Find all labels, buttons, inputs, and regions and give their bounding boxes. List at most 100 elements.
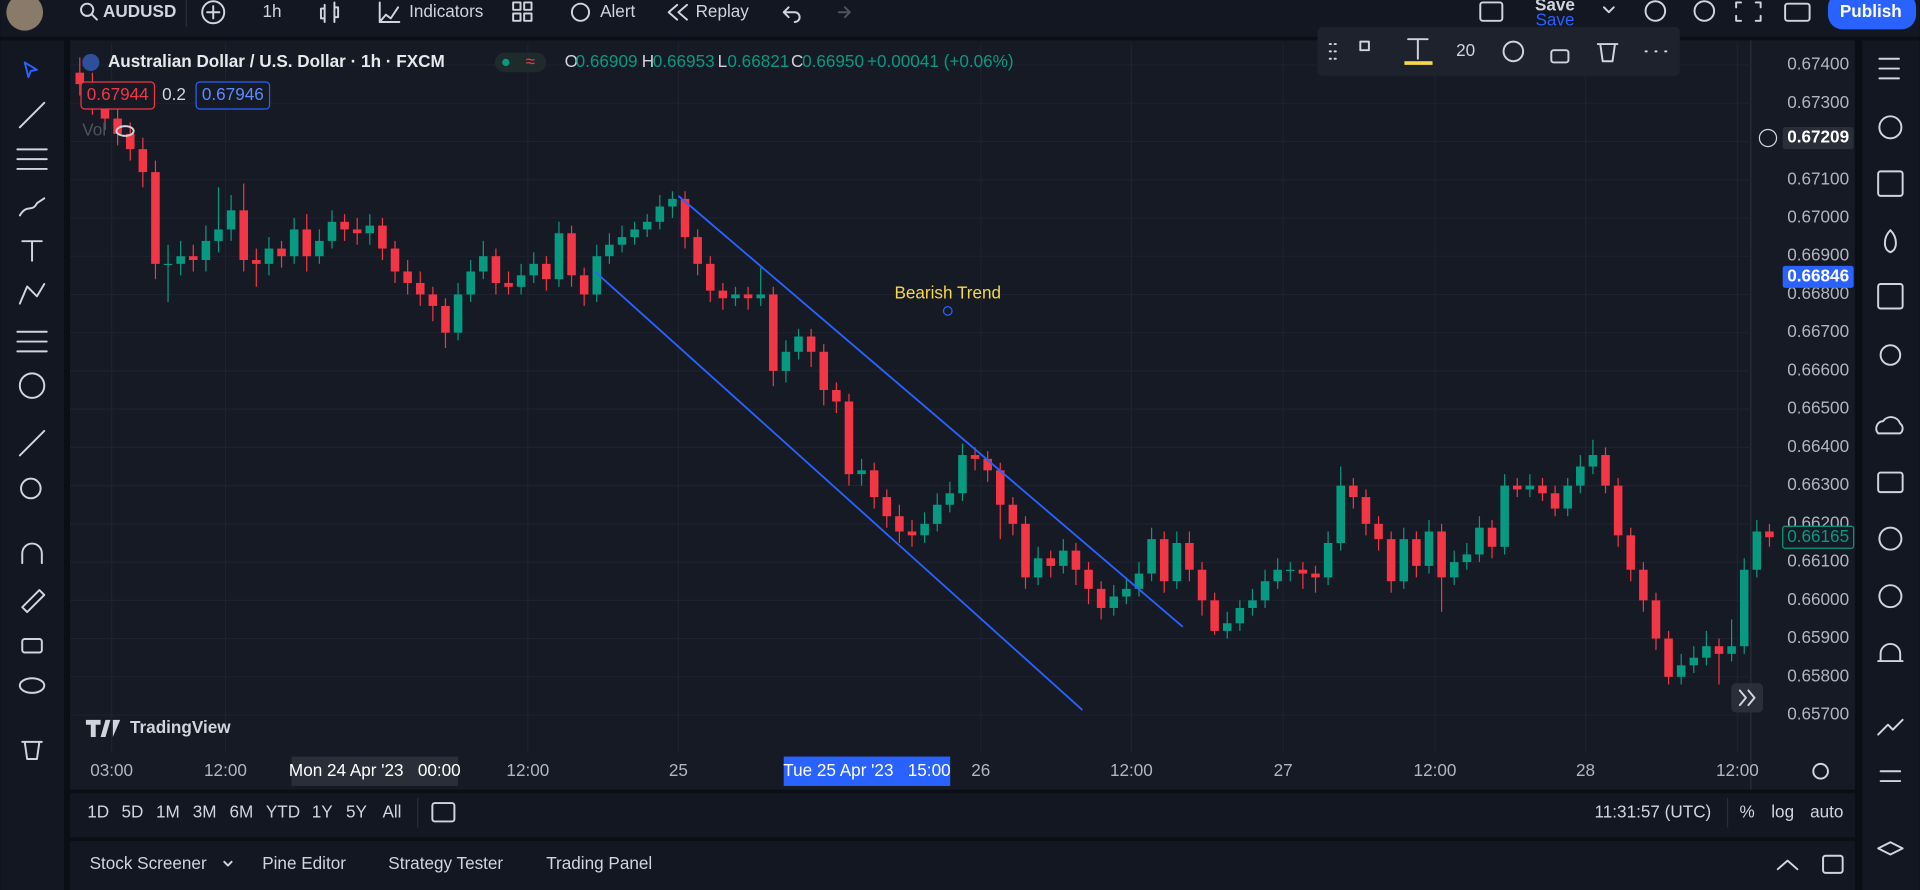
lock-tool[interactable] xyxy=(21,638,43,654)
channel-upper-line[interactable] xyxy=(677,195,1184,628)
range-button[interactable]: 5D xyxy=(121,801,143,821)
candle-body xyxy=(277,248,286,257)
status-pill[interactable] xyxy=(494,52,547,73)
trending[interactable] xyxy=(1883,229,1897,254)
alert-button[interactable]: Alert xyxy=(600,1,635,21)
candle-body xyxy=(1134,573,1144,589)
cursor-tool[interactable] xyxy=(23,61,38,79)
replay-button[interactable]: Replay xyxy=(696,1,750,21)
panel-tab[interactable]: Pine Editor xyxy=(262,853,346,873)
percent-toggle[interactable]: % xyxy=(1740,801,1755,821)
template-icon[interactable] xyxy=(1359,40,1370,52)
snapshot[interactable] xyxy=(1784,2,1811,22)
y-tick-label: 0.65700 xyxy=(1787,704,1849,724)
watchlist[interactable] xyxy=(1878,57,1900,80)
streams[interactable] xyxy=(1875,416,1904,435)
candle-body xyxy=(453,294,463,333)
redo[interactable] xyxy=(837,6,851,19)
log-toggle[interactable]: log xyxy=(1771,801,1794,821)
buy-button[interactable] xyxy=(195,81,271,110)
prediction-tool[interactable] xyxy=(16,330,48,353)
zoom-tool[interactable] xyxy=(20,477,42,500)
candle-body xyxy=(113,118,122,134)
candle-body xyxy=(617,237,627,245)
maximize-panel[interactable] xyxy=(1822,854,1844,874)
range-button[interactable]: 1Y xyxy=(312,801,334,821)
auto-toggle[interactable]: auto xyxy=(1810,801,1843,821)
save-button[interactable]: Save xyxy=(1535,0,1575,15)
fullscreen[interactable] xyxy=(1735,1,1762,22)
screener-menu[interactable] xyxy=(223,860,233,867)
notifications[interactable] xyxy=(1877,642,1904,663)
drag-handle[interactable] xyxy=(1328,43,1337,60)
range-button[interactable]: 6M xyxy=(229,801,253,821)
panel-tab[interactable]: Stock Screener xyxy=(90,853,207,873)
alerts[interactable] xyxy=(1878,115,1903,140)
pattern-tool[interactable] xyxy=(18,283,46,305)
candle-body xyxy=(1500,485,1509,547)
panel-tab[interactable]: Trading Panel xyxy=(546,853,652,873)
calendar[interactable] xyxy=(1877,283,1904,310)
settings[interactable] xyxy=(1693,0,1716,22)
range-button[interactable]: 5Y xyxy=(346,801,368,821)
measure-tool[interactable] xyxy=(18,429,46,457)
text-tool[interactable] xyxy=(21,240,43,262)
help[interactable] xyxy=(1878,526,1903,551)
annotation-text[interactable]: Bearish Trend xyxy=(894,282,1001,302)
symbol[interactable]: AUDUSD xyxy=(103,1,176,21)
go-to-date[interactable] xyxy=(431,802,456,823)
channel-lower-line[interactable] xyxy=(594,271,1084,711)
drawing-settings[interactable] xyxy=(1502,40,1525,63)
range-button[interactable]: 1D xyxy=(87,801,109,821)
y-tick-label: 0.65800 xyxy=(1787,665,1849,685)
save-menu[interactable] xyxy=(1602,6,1615,14)
range-button[interactable]: 3M xyxy=(193,801,217,821)
broadcast[interactable] xyxy=(1878,584,1903,609)
candle-body xyxy=(1159,539,1169,582)
ideas[interactable] xyxy=(1879,344,1902,366)
chats[interactable] xyxy=(1877,471,1904,494)
trend-line-tool[interactable] xyxy=(18,101,46,129)
dom[interactable] xyxy=(1877,718,1904,736)
hide-volume[interactable] xyxy=(115,125,135,137)
scroll-to-realtime[interactable] xyxy=(1731,683,1764,713)
layout-select[interactable] xyxy=(1479,1,1504,22)
candle-body xyxy=(1059,550,1068,566)
drawing-mode[interactable] xyxy=(21,589,46,614)
layers[interactable] xyxy=(1877,841,1904,856)
interval[interactable]: 1h xyxy=(262,1,281,21)
publish-button[interactable] xyxy=(1827,0,1917,30)
add-symbol[interactable] xyxy=(201,0,226,25)
clock[interactable]: 11:31:57 (UTC) xyxy=(1595,801,1712,821)
range-button[interactable]: 1M xyxy=(156,801,180,821)
drawing-delete[interactable] xyxy=(1596,43,1619,63)
axis-settings[interactable] xyxy=(1812,762,1829,780)
delete-tool[interactable] xyxy=(21,740,43,760)
fib-tool[interactable] xyxy=(16,148,48,170)
candle-body xyxy=(718,290,728,299)
drawing-lock[interactable] xyxy=(1550,49,1570,64)
layout-icon[interactable] xyxy=(512,1,522,11)
hotlists[interactable] xyxy=(1877,170,1904,197)
font-size[interactable]: 20 xyxy=(1456,40,1475,60)
text-color[interactable] xyxy=(1407,38,1429,60)
x-tick-label: 26 xyxy=(971,760,990,780)
avatar[interactable] xyxy=(6,0,44,31)
sell-button[interactable] xyxy=(80,81,156,110)
visibility-tool[interactable] xyxy=(18,677,46,694)
order-panel[interactable] xyxy=(1879,770,1902,783)
icon-tool[interactable] xyxy=(18,372,46,399)
annotation-anchor[interactable] xyxy=(942,306,953,316)
magnet-tool[interactable] xyxy=(21,542,43,565)
undo[interactable] xyxy=(782,6,801,24)
quick-search[interactable] xyxy=(1644,0,1667,22)
range-button[interactable]: All xyxy=(382,801,401,821)
add-alert-plus[interactable] xyxy=(1758,128,1778,148)
collapse-panel[interactable] xyxy=(1776,859,1799,871)
chart-type-icon[interactable] xyxy=(319,1,340,24)
panel-tab[interactable]: Strategy Tester xyxy=(388,853,503,873)
range-button[interactable]: YTD xyxy=(266,801,300,821)
indicators-button[interactable]: Indicators xyxy=(409,1,483,21)
candle-body xyxy=(1374,523,1383,540)
brush-tool[interactable] xyxy=(18,197,46,217)
